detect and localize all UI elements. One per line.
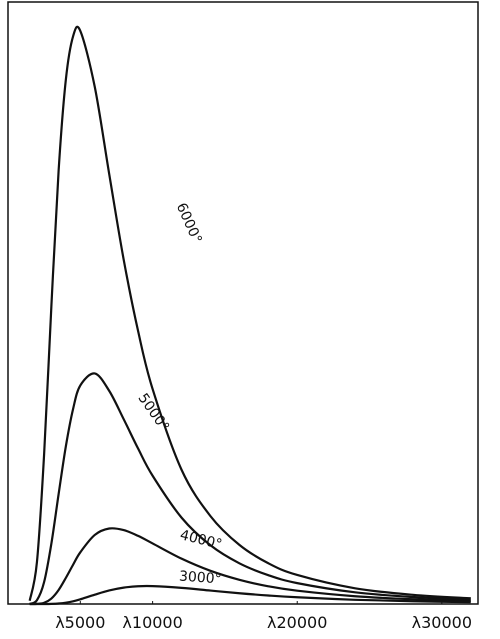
x-tick-label: λ20000: [267, 613, 327, 632]
x-tick-label: λ10000: [122, 613, 182, 632]
series-line: [29, 372, 471, 605]
curve-label: 3000°: [178, 569, 222, 588]
curve-label: 5000°: [134, 391, 172, 435]
series-line: [29, 527, 471, 606]
x-tick-label: λ5000: [55, 613, 105, 632]
x-tick-label: λ30000: [412, 613, 472, 632]
curve-label: 6000°: [173, 201, 205, 246]
series-line: [29, 584, 471, 606]
series-line: [28, 25, 471, 601]
plot-frame: [7, 1, 479, 605]
curve-label: 4000°: [178, 527, 223, 553]
